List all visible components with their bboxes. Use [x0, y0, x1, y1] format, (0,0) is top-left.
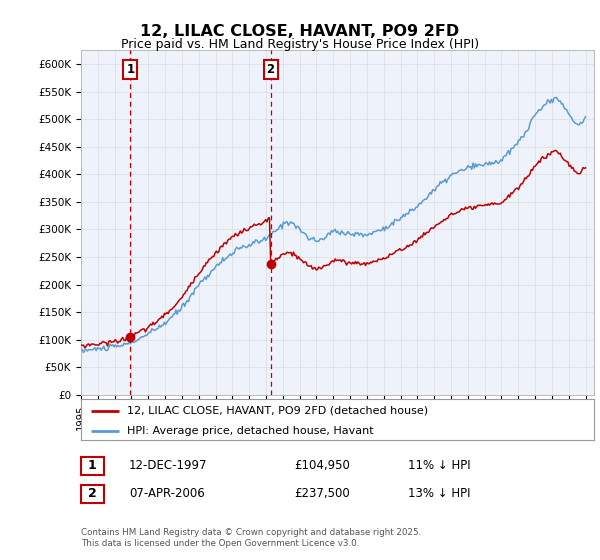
Text: 12, LILAC CLOSE, HAVANT, PO9 2FD (detached house): 12, LILAC CLOSE, HAVANT, PO9 2FD (detach…: [127, 405, 428, 416]
Text: 07-APR-2006: 07-APR-2006: [129, 487, 205, 501]
Text: 12, LILAC CLOSE, HAVANT, PO9 2FD: 12, LILAC CLOSE, HAVANT, PO9 2FD: [140, 24, 460, 39]
Text: £237,500: £237,500: [294, 487, 350, 501]
Text: 1: 1: [88, 459, 97, 473]
Text: 12-DEC-1997: 12-DEC-1997: [129, 459, 208, 473]
Text: Contains HM Land Registry data © Crown copyright and database right 2025.
This d: Contains HM Land Registry data © Crown c…: [81, 528, 421, 548]
Text: 2: 2: [88, 487, 97, 501]
Text: 11% ↓ HPI: 11% ↓ HPI: [408, 459, 470, 473]
Text: 1: 1: [127, 63, 134, 76]
Text: 2: 2: [266, 63, 275, 76]
Text: Price paid vs. HM Land Registry's House Price Index (HPI): Price paid vs. HM Land Registry's House …: [121, 38, 479, 50]
Text: HPI: Average price, detached house, Havant: HPI: Average price, detached house, Hava…: [127, 426, 374, 436]
Text: £104,950: £104,950: [294, 459, 350, 473]
Text: 13% ↓ HPI: 13% ↓ HPI: [408, 487, 470, 501]
